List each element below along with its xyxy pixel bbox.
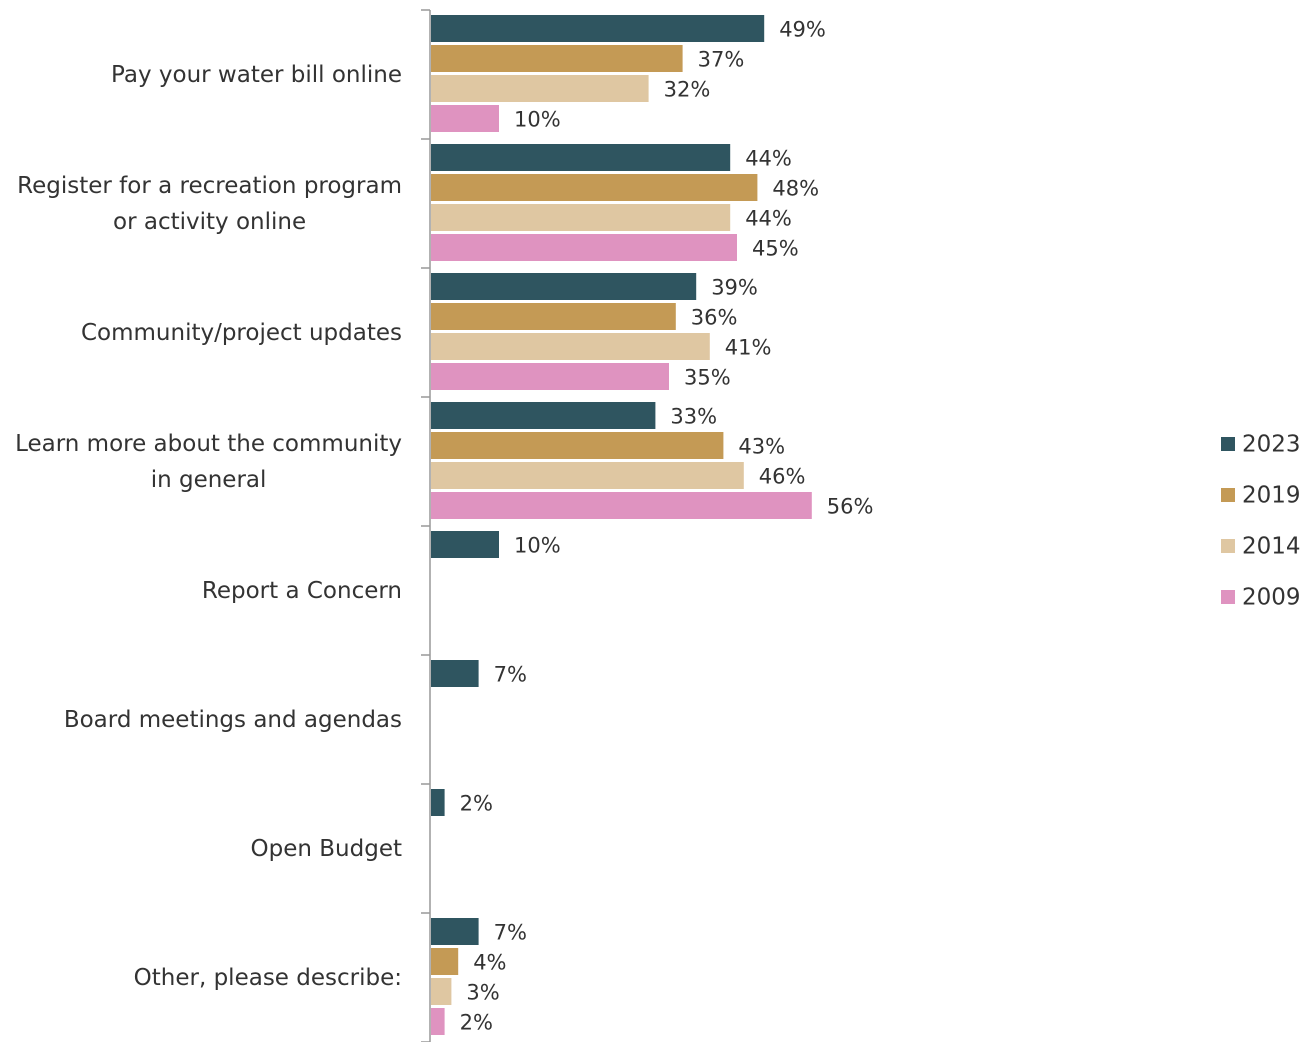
bar: [431, 45, 683, 72]
value-label: 10%: [514, 108, 561, 132]
category-label: Community/project updates: [80, 319, 402, 346]
value-label: 49%: [779, 18, 826, 42]
value-label: 10%: [514, 534, 561, 558]
legend-swatch: [1221, 590, 1235, 604]
value-label: 56%: [827, 495, 874, 519]
bar: [431, 531, 499, 558]
bar: [431, 789, 445, 816]
value-label: 7%: [494, 663, 527, 687]
value-label: 39%: [711, 276, 758, 300]
value-label: 45%: [752, 237, 799, 261]
bar: [431, 333, 710, 360]
category-label: Board meetings and agendas: [63, 706, 402, 733]
value-label: 41%: [725, 336, 772, 360]
bar: [431, 462, 744, 489]
bar: [431, 1008, 445, 1035]
legend-swatch: [1221, 488, 1235, 502]
bar: [431, 234, 737, 261]
value-label: 2%: [460, 1011, 493, 1035]
bar: [431, 432, 724, 459]
bar: [431, 948, 459, 975]
bar: [431, 75, 649, 102]
value-label: 48%: [772, 177, 819, 201]
value-label: 37%: [698, 48, 745, 72]
bar: [431, 15, 765, 42]
bar: [431, 174, 758, 201]
legend-label: 2009: [1242, 585, 1301, 611]
value-label: 33%: [670, 405, 717, 429]
category-label: Learn more about the community in genera…: [15, 430, 402, 493]
value-label: 46%: [759, 465, 806, 489]
bar: [431, 105, 499, 132]
bar: [431, 660, 479, 687]
bar: [431, 363, 669, 390]
category-label: Report a Concern: [201, 577, 402, 604]
bar: [431, 492, 812, 519]
legend-swatch: [1221, 539, 1235, 553]
legend-label: 2014: [1242, 534, 1301, 560]
bar: [431, 273, 697, 300]
value-label: 32%: [664, 78, 711, 102]
value-label: 44%: [745, 207, 792, 231]
value-label: 7%: [494, 921, 527, 945]
value-label: 2%: [460, 792, 493, 816]
category-label: Register for a recreation program or act…: [17, 172, 402, 235]
bar: [431, 303, 676, 330]
value-label: 4%: [473, 951, 506, 975]
category-label: Pay your water bill online: [111, 61, 402, 88]
value-label: 44%: [745, 147, 792, 171]
bar: [431, 978, 452, 1005]
value-label: 43%: [738, 435, 785, 459]
category-label: Open Budget: [250, 835, 402, 862]
value-label: 3%: [466, 981, 499, 1005]
value-label: 36%: [691, 306, 738, 330]
bar: [431, 402, 656, 429]
bar: [431, 918, 479, 945]
bar: [431, 144, 731, 171]
bar: [431, 204, 731, 231]
legend-label: 2023: [1242, 432, 1301, 458]
category-label: Other, please describe:: [133, 964, 402, 991]
legend-label: 2019: [1242, 483, 1301, 509]
value-label: 35%: [684, 366, 731, 390]
legend-swatch: [1221, 437, 1235, 451]
